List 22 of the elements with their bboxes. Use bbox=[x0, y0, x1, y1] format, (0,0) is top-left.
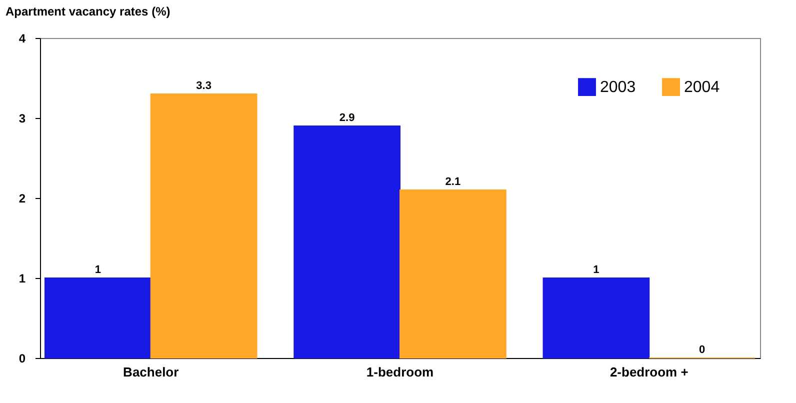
data-label: 2.9 bbox=[339, 112, 355, 124]
bar bbox=[542, 278, 650, 358]
bar bbox=[44, 278, 152, 358]
bar bbox=[150, 94, 258, 358]
data-label: 3.3 bbox=[196, 80, 212, 92]
x-tick-label: 2-bedroom + bbox=[610, 364, 689, 380]
x-tick-label: 1-bedroom bbox=[366, 364, 434, 380]
x-tick-label: Bachelor bbox=[123, 364, 179, 380]
y-tick-label: 4 bbox=[18, 32, 26, 46]
data-label: 1 bbox=[593, 264, 600, 276]
y-tick-label: 1 bbox=[18, 272, 26, 286]
data-label: 0 bbox=[699, 344, 706, 356]
y-tick-label: 2 bbox=[18, 192, 26, 206]
y-tick-label: 3 bbox=[18, 112, 26, 126]
data-label: 1 bbox=[94, 264, 101, 276]
y-axis-title: Apartment vacancy rates (%) bbox=[6, 4, 170, 18]
legend-label: 2003 bbox=[600, 79, 636, 96]
bar bbox=[294, 126, 400, 358]
legend-label: 2004 bbox=[684, 79, 720, 96]
data-label: 2.1 bbox=[445, 176, 461, 188]
bar bbox=[400, 190, 506, 358]
y-tick-label: 0 bbox=[18, 352, 26, 366]
